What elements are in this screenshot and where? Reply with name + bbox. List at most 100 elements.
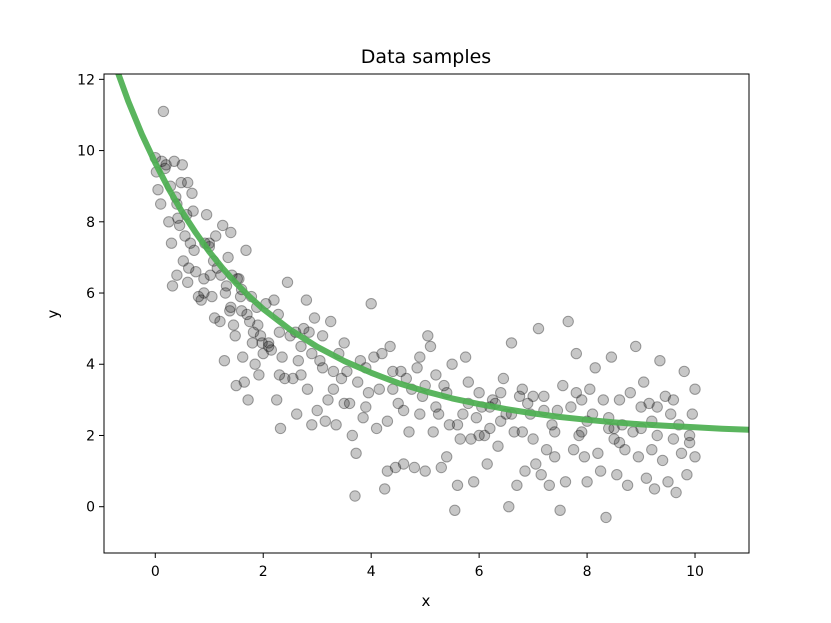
data-point [563, 316, 573, 326]
data-point [485, 423, 495, 433]
x-tick-label: 6 [475, 564, 484, 580]
data-point [380, 484, 390, 494]
data-point [652, 402, 662, 412]
data-point [296, 341, 306, 351]
y-tick-label: 2 [86, 428, 95, 444]
data-point [474, 430, 484, 440]
chart-title: Data samples [361, 46, 491, 68]
data-point [296, 370, 306, 380]
data-point [223, 252, 233, 262]
x-tick-label: 10 [686, 564, 704, 580]
data-point [544, 480, 554, 490]
data-point [447, 359, 457, 369]
data-point [323, 395, 333, 405]
data-point [496, 388, 506, 398]
data-point [520, 466, 530, 476]
data-point [243, 395, 253, 405]
data-point [241, 245, 251, 255]
data-point [566, 402, 576, 412]
data-point [577, 427, 587, 437]
data-point [277, 352, 287, 362]
y-tick-label: 12 [77, 72, 95, 88]
data-point [199, 288, 209, 298]
data-point [187, 188, 197, 198]
data-point [474, 388, 484, 398]
data-point [282, 277, 292, 287]
data-point [158, 106, 168, 116]
data-point [504, 502, 514, 512]
data-point [598, 395, 608, 405]
data-point [528, 434, 538, 444]
y-tick-label: 0 [86, 500, 95, 516]
data-point [228, 320, 238, 330]
data-point [560, 477, 570, 487]
data-point [317, 331, 327, 341]
data-point [382, 416, 392, 426]
data-point [254, 370, 264, 380]
data-point [663, 477, 673, 487]
data-point [183, 277, 193, 287]
data-point [374, 384, 384, 394]
data-point [428, 427, 438, 437]
data-point [536, 470, 546, 480]
x-tick-label: 4 [367, 564, 376, 580]
data-point [555, 505, 565, 515]
data-point [275, 423, 285, 433]
data-point [517, 384, 527, 394]
data-point [590, 363, 600, 373]
data-point [579, 452, 589, 462]
data-point [292, 409, 302, 419]
data-point [636, 402, 646, 412]
data-point [571, 388, 581, 398]
data-point [328, 366, 338, 376]
data-point [301, 295, 311, 305]
data-point [614, 395, 624, 405]
data-point [361, 402, 371, 412]
data-point [625, 388, 635, 398]
data-point [307, 420, 317, 430]
data-point [676, 448, 686, 458]
data-point [612, 470, 622, 480]
data-point [388, 366, 398, 376]
data-point [452, 480, 462, 490]
data-point [639, 377, 649, 387]
data-point [423, 331, 433, 341]
data-point [568, 445, 578, 455]
data-point [641, 473, 651, 483]
data-point [166, 238, 176, 248]
data-point [482, 459, 492, 469]
data-point [263, 338, 273, 348]
x-tick-label: 0 [151, 564, 160, 580]
data-point [633, 452, 643, 462]
data-point [550, 427, 560, 437]
data-point [347, 430, 357, 440]
data-point [539, 391, 549, 401]
data-point [450, 505, 460, 515]
data-point [153, 185, 163, 195]
data-point [253, 320, 263, 330]
data-point [363, 388, 373, 398]
data-point [366, 299, 376, 309]
data-point [353, 377, 363, 387]
data-point [371, 423, 381, 433]
data-point [655, 356, 665, 366]
data-point [312, 405, 322, 415]
data-point [647, 445, 657, 455]
data-point [601, 512, 611, 522]
data-point [679, 366, 689, 376]
data-point [496, 416, 506, 426]
data-point [219, 356, 229, 366]
data-point [302, 384, 312, 394]
data-point [528, 391, 538, 401]
data-point [307, 348, 317, 358]
data-point [339, 398, 349, 408]
data-point [687, 409, 697, 419]
data-point [668, 434, 678, 444]
data-point [269, 295, 279, 305]
data-point [595, 466, 605, 476]
data-point [558, 380, 568, 390]
data-point [614, 437, 624, 447]
x-tick-label: 8 [583, 564, 592, 580]
data-point [156, 199, 166, 209]
data-point [631, 341, 641, 351]
